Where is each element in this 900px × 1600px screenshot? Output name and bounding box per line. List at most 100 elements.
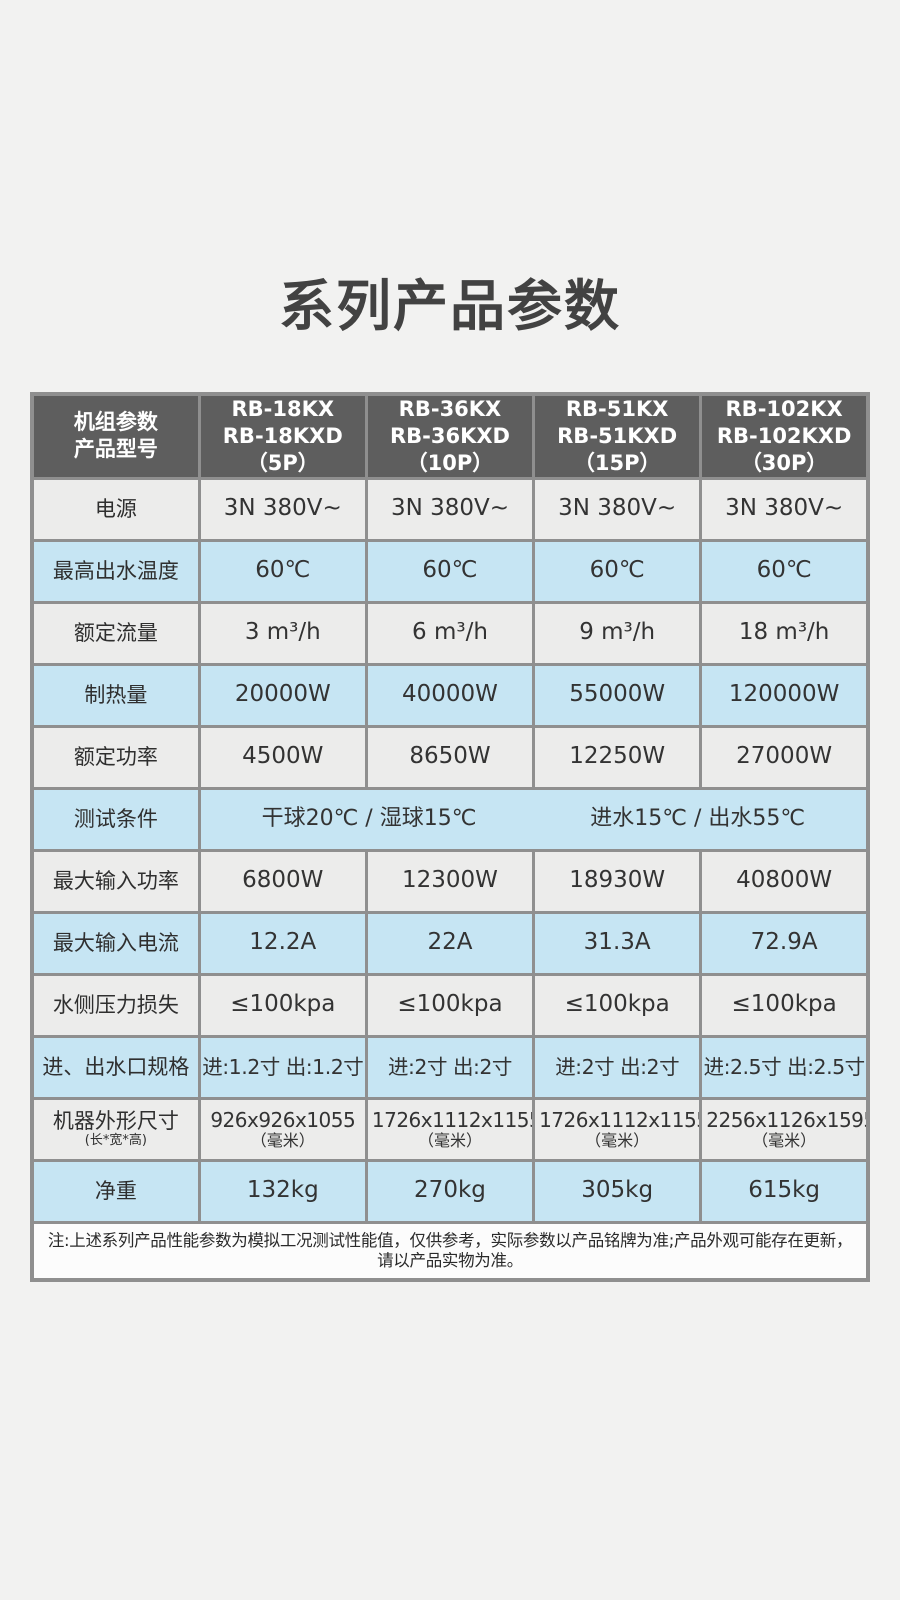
- cell-net-weight-4: 615kg: [699, 1158, 870, 1224]
- cell-pressure-loss-4: ≤100kpa: [699, 972, 870, 1038]
- dimensions-value: 926x926x1055: [210, 1107, 356, 1132]
- header-param-line1: 机组参数: [73, 410, 158, 435]
- dimensions-value: 2256x1126x1595: [706, 1107, 868, 1132]
- page-title: 系列产品参数: [278, 274, 621, 338]
- row-label-max-outlet-temp: 最高出水温度: [30, 538, 201, 604]
- dimensions-value: 1726x1112x1155: [371, 1107, 534, 1132]
- header-model-col-3: RB-51KX RB-51KXD （15P）: [532, 392, 703, 480]
- test-condition-water: 进水15℃ / 出水55℃: [590, 805, 806, 831]
- cell-max-outlet-temp-1: 60℃: [197, 538, 368, 604]
- row-label-power-supply: 电源: [30, 476, 201, 542]
- row-label-max-input-current: 最大输入电流: [30, 910, 201, 976]
- row-note: 注:上述系列产品性能参数为模拟工况测试性能值，仅供参考，实际参数以产品铭牌为准;…: [30, 1220, 870, 1282]
- cell-port-spec-3: 进:2寸 出:2寸: [532, 1034, 703, 1100]
- model-hp: （30P）: [740, 450, 828, 475]
- header-param-label: 机组参数 产品型号: [30, 392, 201, 480]
- test-conditions-content: 干球20℃ / 湿球15℃ 进水15℃ / 出水55℃: [205, 806, 862, 832]
- table-header-row: 机组参数 产品型号 RB-18KX RB-18KXD （5P） RB-36KX …: [30, 392, 870, 480]
- dimensions-unit: （毫米）: [585, 1130, 650, 1150]
- dimensions-value: 1726x1112x1155: [539, 1107, 701, 1132]
- header-model-col-1: RB-18KX RB-18KXD （5P）: [197, 392, 368, 480]
- dimensions-unit: （毫米）: [417, 1130, 482, 1150]
- row-power-supply: 电源 3N 380V~ 3N 380V~ 3N 380V~ 3N 380V~: [30, 476, 870, 542]
- model-name: RB-102KXD: [716, 423, 852, 448]
- cell-max-input-current-3: 31.3A: [532, 910, 703, 976]
- dimensions-unit: （毫米）: [250, 1130, 315, 1150]
- model-hp: （10P）: [406, 450, 494, 475]
- dimensions-unit: （毫米）: [752, 1130, 817, 1150]
- cell-max-outlet-temp-4: 60℃: [699, 538, 870, 604]
- cell-max-outlet-temp-2: 60℃: [364, 538, 536, 604]
- cell-net-weight-2: 270kg: [364, 1158, 536, 1224]
- spec-table: 机组参数 产品型号 RB-18KX RB-18KXD （5P） RB-36KX …: [30, 392, 870, 1283]
- row-label-port-spec: 进、出水口规格: [30, 1034, 201, 1100]
- model-name: RB-51KX: [565, 397, 669, 421]
- cell-max-input-current-2: 22A: [364, 910, 536, 976]
- cell-dimensions-3: 1726x1112x1155 （毫米）: [532, 1096, 703, 1162]
- row-label-max-input-power: 最大输入功率: [30, 848, 201, 914]
- cell-heating-capacity-2: 40000W: [364, 662, 536, 728]
- row-port-spec: 进、出水口规格 进:1.2寸 出:1.2寸 进:2寸 出:2寸 进:2寸 出:2…: [30, 1034, 870, 1100]
- row-label-rated-power: 额定功率: [30, 724, 201, 790]
- row-max-input-power: 最大输入功率 6800W 12300W 18930W 40800W: [30, 848, 870, 914]
- cell-rated-flow-2: 6 m³/h: [364, 600, 536, 666]
- cell-dimensions-2: 1726x1112x1155 （毫米）: [364, 1096, 536, 1162]
- row-label-pressure-loss: 水侧压力损失: [30, 972, 201, 1038]
- cell-max-input-current-1: 12.2A: [197, 910, 368, 976]
- cell-power-supply-1: 3N 380V~: [197, 476, 368, 542]
- row-dimensions: 机器外形尺寸 (长*宽*高) 926x926x1055 （毫米） 1726x11…: [30, 1096, 870, 1162]
- cell-max-input-power-2: 12300W: [364, 848, 536, 914]
- model-hp: （5P）: [246, 450, 319, 475]
- row-heating-capacity: 制热量 20000W 40000W 55000W 120000W: [30, 662, 870, 728]
- cell-rated-flow-3: 9 m³/h: [532, 600, 703, 666]
- cell-test-conditions-merged: 干球20℃ / 湿球15℃ 进水15℃ / 出水55℃: [197, 786, 870, 852]
- cell-rated-power-4: 27000W: [699, 724, 870, 790]
- row-max-input-current: 最大输入电流 12.2A 22A 31.3A 72.9A: [30, 910, 870, 976]
- cell-rated-flow-4: 18 m³/h: [699, 600, 870, 666]
- cell-heating-capacity-1: 20000W: [197, 662, 368, 728]
- model-name: RB-36KX: [398, 397, 502, 421]
- row-rated-flow: 额定流量 3 m³/h 6 m³/h 9 m³/h 18 m³/h: [30, 600, 870, 666]
- cell-heating-capacity-4: 120000W: [699, 662, 870, 728]
- cell-power-supply-4: 3N 380V~: [699, 476, 870, 542]
- row-test-conditions: 测试条件 干球20℃ / 湿球15℃ 进水15℃ / 出水55℃: [30, 786, 870, 852]
- dimensions-label: 机器外形尺寸: [52, 1109, 179, 1134]
- cell-max-input-power-4: 40800W: [699, 848, 870, 914]
- model-name: RB-51KXD: [557, 423, 678, 448]
- cell-port-spec-2: 进:2寸 出:2寸: [364, 1034, 536, 1100]
- cell-power-supply-2: 3N 380V~: [364, 476, 536, 542]
- row-label-net-weight: 净重: [30, 1158, 201, 1224]
- model-name: RB-102KX: [725, 397, 843, 421]
- dimensions-sublabel: (长*宽*高): [84, 1132, 147, 1148]
- test-condition-air: 干球20℃ / 湿球15℃: [261, 805, 477, 831]
- row-label-dimensions: 机器外形尺寸 (长*宽*高): [30, 1096, 201, 1162]
- cell-heating-capacity-3: 55000W: [532, 662, 703, 728]
- model-name: RB-36KXD: [389, 423, 510, 448]
- cell-pressure-loss-1: ≤100kpa: [197, 972, 368, 1038]
- row-max-outlet-temp: 最高出水温度 60℃ 60℃ 60℃ 60℃: [30, 538, 870, 604]
- cell-port-spec-1: 进:1.2寸 出:1.2寸: [197, 1034, 368, 1100]
- cell-net-weight-3: 305kg: [532, 1158, 703, 1224]
- cell-rated-power-3: 12250W: [532, 724, 703, 790]
- note-text: 注:上述系列产品性能参数为模拟工况测试性能值，仅供参考，实际参数以产品铭牌为准;…: [30, 1220, 870, 1282]
- model-name: RB-18KX: [231, 397, 335, 421]
- cell-power-supply-3: 3N 380V~: [532, 476, 703, 542]
- cell-dimensions-4: 2256x1126x1595 （毫米）: [699, 1096, 870, 1162]
- cell-pressure-loss-2: ≤100kpa: [364, 972, 536, 1038]
- cell-rated-flow-1: 3 m³/h: [197, 600, 368, 666]
- row-label-test-conditions: 测试条件: [30, 786, 201, 852]
- cell-max-input-current-4: 72.9A: [699, 910, 870, 976]
- row-net-weight: 净重 132kg 270kg 305kg 615kg: [30, 1158, 870, 1224]
- row-label-heating-capacity: 制热量: [30, 662, 201, 728]
- cell-rated-power-1: 4500W: [197, 724, 368, 790]
- model-hp: （15P）: [573, 450, 661, 475]
- header-param-line2: 产品型号: [73, 437, 158, 462]
- cell-max-outlet-temp-3: 60℃: [532, 538, 703, 604]
- row-rated-power: 额定功率 4500W 8650W 12250W 27000W: [30, 724, 870, 790]
- model-name: RB-18KXD: [222, 423, 343, 448]
- row-label-rated-flow: 额定流量: [30, 600, 201, 666]
- row-pressure-loss: 水侧压力损失 ≤100kpa ≤100kpa ≤100kpa ≤100kpa: [30, 972, 870, 1038]
- cell-pressure-loss-3: ≤100kpa: [532, 972, 703, 1038]
- cell-net-weight-1: 132kg: [197, 1158, 368, 1224]
